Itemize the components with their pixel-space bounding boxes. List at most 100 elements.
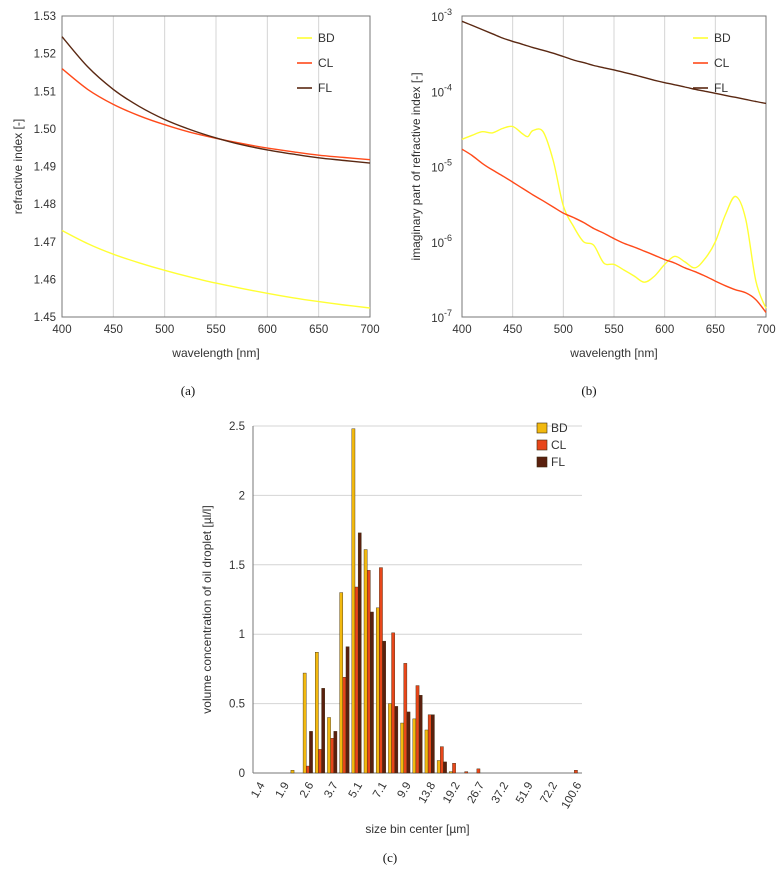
x-tick-label: 450 (104, 324, 123, 336)
bar-bd (327, 717, 331, 774)
bar-bd (412, 718, 417, 774)
y-tick-label: 10-4 (431, 82, 452, 99)
x-tick-label: 2.6 (298, 780, 316, 800)
x-tick-label: 26.7 (465, 780, 487, 805)
y-tick-label: 1.46 (34, 274, 56, 286)
panel-caption: (a) (181, 383, 195, 398)
x-tick-label: 5.1 (347, 780, 365, 800)
bar-fl (382, 640, 386, 774)
legend-label-fl: FL (551, 455, 565, 469)
bar-cl (379, 567, 383, 774)
bar-bd (424, 729, 429, 774)
series-line-fl (61, 36, 371, 164)
x-tick-label: 400 (52, 324, 71, 336)
y-tick-label: 1.52 (34, 49, 56, 61)
x-tick-label: 9.9 (395, 780, 413, 800)
y-tick-exponent: -6 (444, 233, 452, 243)
series-line-bd (61, 229, 371, 309)
y-tick-label: 2.5 (229, 421, 245, 433)
x-tick-label: 450 (503, 324, 522, 336)
y-tick-label: 1 (239, 629, 245, 641)
legend-label-fl: FL (318, 81, 332, 95)
y-tick-label: 0.5 (229, 699, 245, 711)
x-tick-label: 550 (206, 324, 225, 336)
bar-cl (415, 685, 420, 774)
y-tick-label: 1.50 (34, 124, 56, 136)
bar-fl (418, 695, 423, 774)
bar-bd (315, 652, 319, 774)
x-tick-label: 51.9 (514, 780, 536, 805)
x-tick-label: 1.9 (274, 780, 292, 800)
y-tick-mantissa: 10 (431, 87, 444, 99)
legend-label-bd: BD (714, 31, 731, 45)
bar-cl (391, 632, 395, 774)
bar-cl (403, 663, 408, 774)
bar-cl (342, 677, 347, 774)
legend-swatch-cl (536, 439, 548, 451)
bar-fl (333, 731, 338, 774)
bar-bd (363, 549, 368, 774)
legend-label-cl: CL (318, 56, 334, 70)
legend-label-cl: CL (714, 56, 730, 70)
y-tick-label: 1.5 (229, 560, 245, 572)
bar-bd (290, 770, 295, 774)
y-tick-exponent: -3 (444, 7, 452, 17)
bar-fl (309, 731, 313, 774)
bar-fl (357, 532, 362, 774)
y-tick-label: 1.45 (34, 312, 56, 324)
x-tick-label: 19.2 (441, 780, 463, 805)
panel-b-imaginary-index: 400 450 500 550 600 650 70010-710-610-510-410-… (409, 7, 776, 398)
bar-fl (370, 611, 374, 774)
x-tick-label: 500 (155, 324, 174, 336)
series-line-fl (461, 20, 767, 105)
bar-cl (366, 570, 371, 774)
x-tick-label: 500 (554, 324, 573, 336)
x-axis-label: size bin center [µm] (365, 822, 469, 836)
series-line-cl (461, 148, 767, 313)
bar-fl (394, 706, 399, 774)
x-tick-label: 600 (655, 324, 674, 336)
legend-label-bd: BD (551, 421, 568, 435)
y-tick-label: 10-5 (431, 158, 452, 175)
x-tick-label: 7.1 (371, 780, 389, 800)
bar-fl (443, 761, 447, 774)
bar-bd (449, 771, 453, 774)
bar-cl (318, 749, 322, 774)
panel-caption: (b) (581, 383, 596, 398)
bar-fl (345, 646, 350, 774)
bar-bd (351, 428, 356, 774)
y-axis-label: imaginary part of refractive index [-] (409, 72, 423, 260)
bar-cl (452, 763, 456, 774)
plot-frame (461, 15, 767, 318)
x-tick-label: 700 (360, 324, 379, 336)
x-tick-label: 650 (309, 324, 328, 336)
bar-bd (375, 607, 380, 774)
x-tick-label: 3.7 (322, 780, 340, 800)
y-tick-mantissa: 10 (431, 163, 444, 175)
y-tick-mantissa: 10 (431, 12, 444, 24)
legend-label-fl: FL (714, 81, 728, 95)
bar-cl (306, 765, 310, 774)
bar-bd (388, 703, 392, 774)
bar-bd (400, 722, 404, 774)
panel-c-size-distribution: 0 0.5 1 1.5 2 2.5 1.4 1.9 2.6 3.7 5.1 7.1 9.9 13.8 19.… (200, 421, 584, 865)
y-tick-label: 2 (239, 490, 245, 502)
legend-swatch-fl (536, 456, 548, 468)
x-tick-label: 550 (604, 324, 623, 336)
y-tick-mantissa: 10 (431, 313, 444, 325)
y-tick-label: 1.53 (34, 11, 56, 23)
y-tick-exponent: -7 (444, 308, 452, 318)
x-tick-label: 650 (706, 324, 725, 336)
x-tick-label: 1.4 (249, 780, 268, 800)
legend-swatch-bd (536, 422, 548, 434)
x-tick-label: 37.2 (490, 780, 512, 805)
bar-fl (321, 688, 325, 774)
x-axis-label: wavelength [nm] (171, 346, 259, 360)
y-axis-label: volume concentration of oil droplet [µl/… (200, 505, 214, 713)
x-axis-label: wavelength [nm] (569, 346, 657, 360)
bar-cl (440, 746, 444, 774)
legend-label-bd: BD (318, 31, 335, 45)
bar-cl (330, 738, 334, 774)
x-tick-label: 600 (258, 324, 277, 336)
bar-bd (302, 672, 307, 774)
